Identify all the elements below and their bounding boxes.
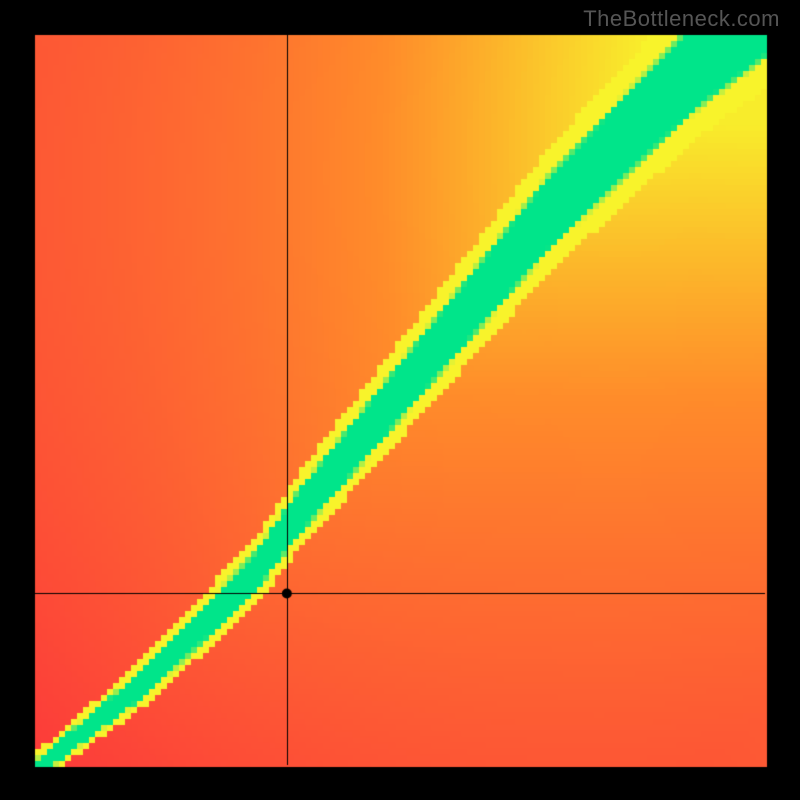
heatmap-canvas (0, 0, 800, 800)
chart-container: TheBottleneck.com (0, 0, 800, 800)
watermark-label: TheBottleneck.com (583, 6, 780, 32)
